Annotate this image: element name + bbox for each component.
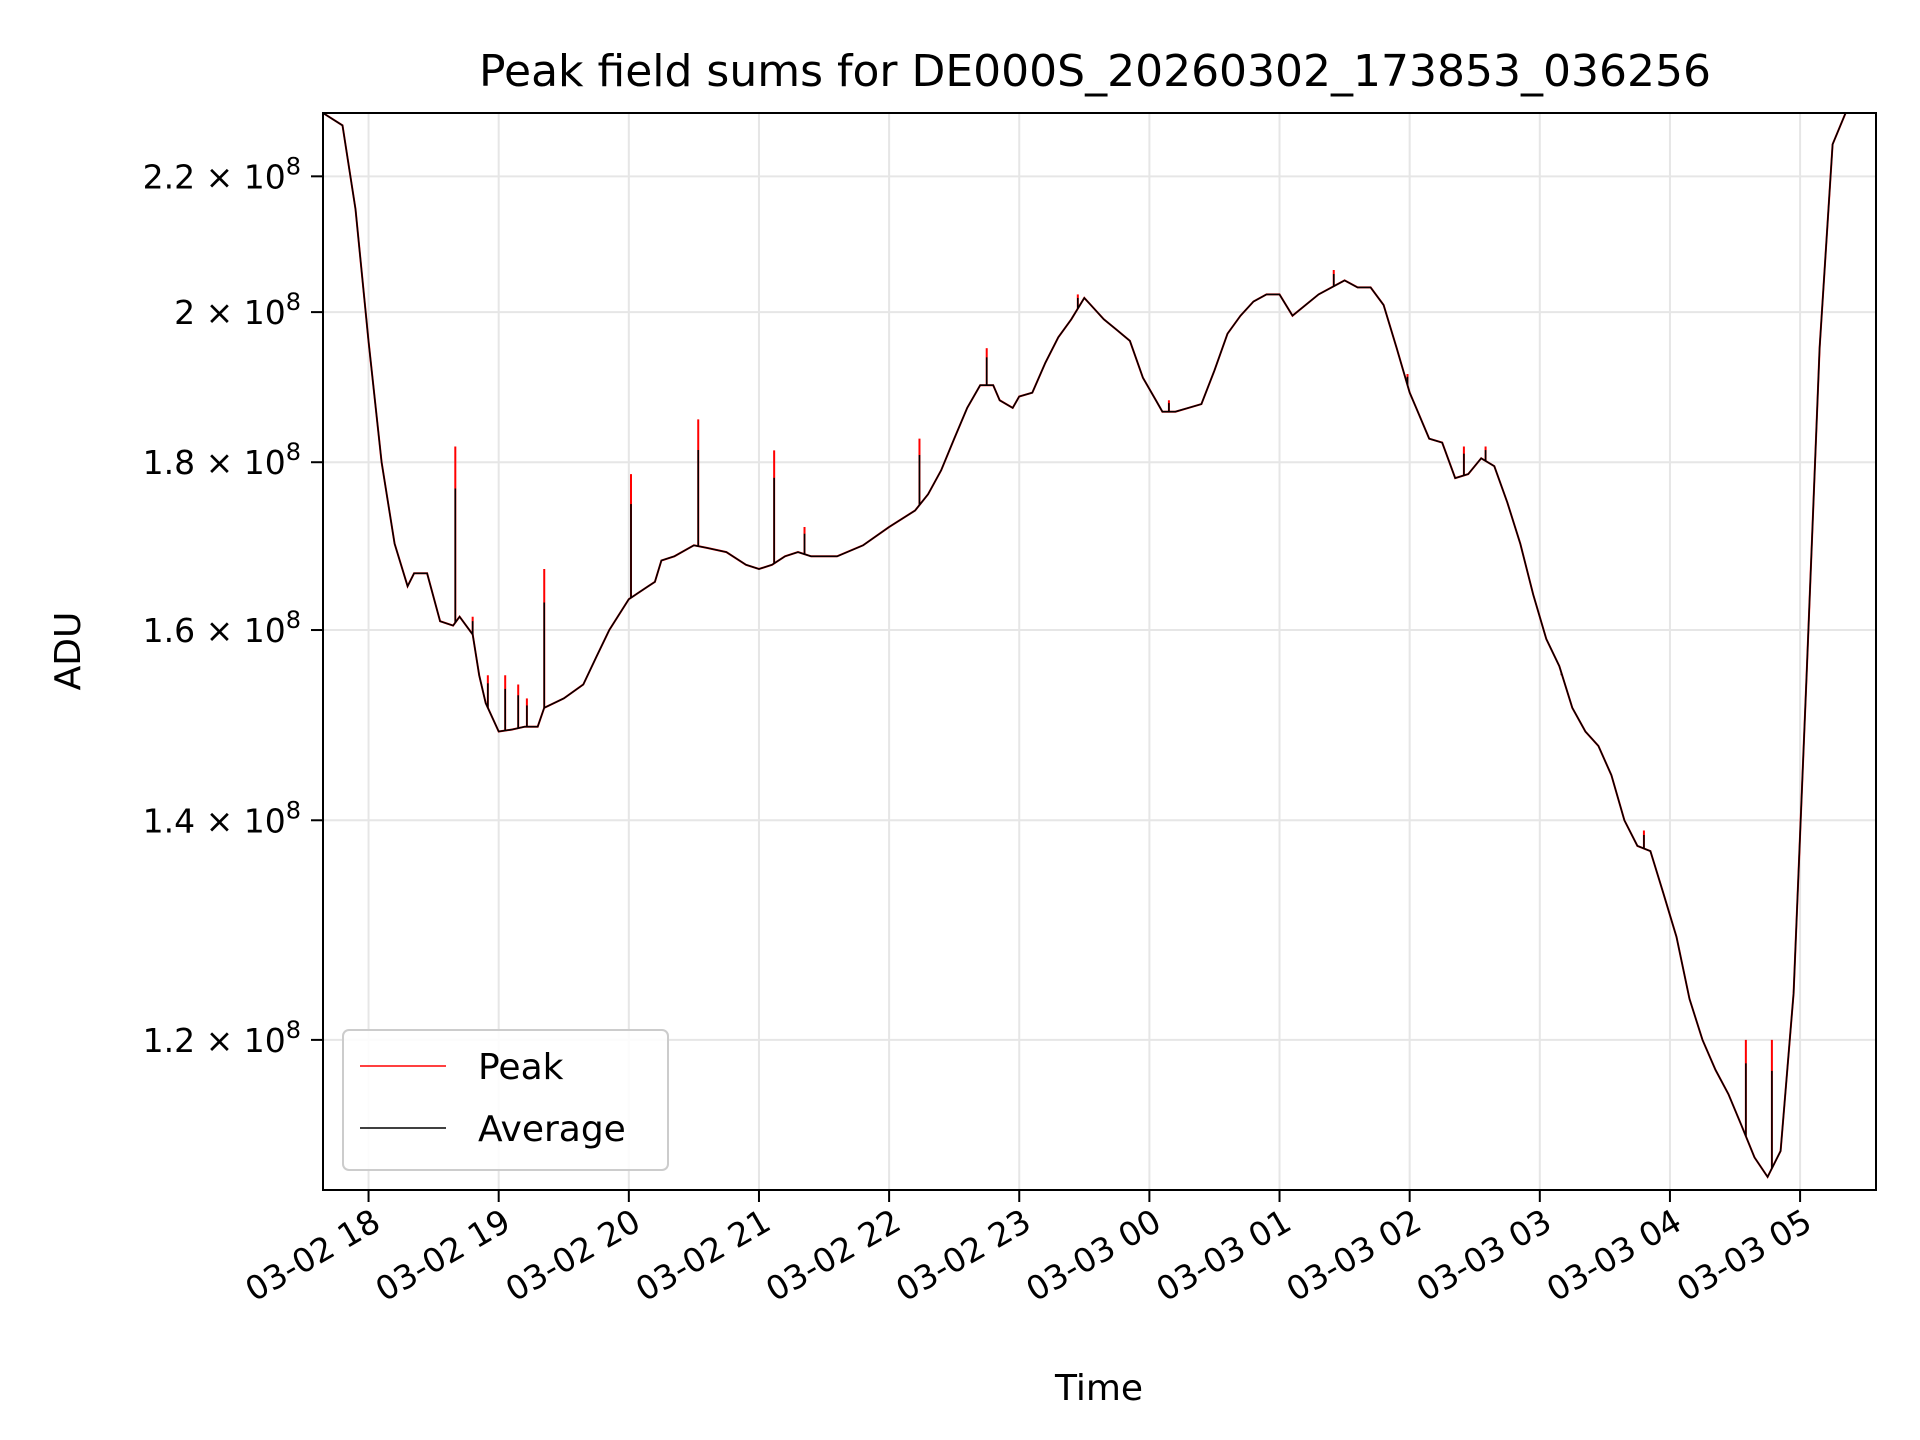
y-tick-label: 2.2 × 108 — [143, 152, 301, 196]
legend-box — [342, 1029, 669, 1171]
y-tick-label: 2 × 108 — [174, 288, 301, 332]
y-tick-label: 1.6 × 108 — [143, 606, 301, 650]
legend-average-label: Average — [478, 1109, 626, 1150]
average-line — [323, 113, 1876, 1179]
legend: Peak Average — [342, 1029, 669, 1171]
chart-title: Peak field sums for DE000S_20260302_1738… — [479, 46, 1711, 97]
grid-layer — [323, 113, 1876, 1190]
plot-frame — [322, 112, 1877, 1191]
y-axis-ticks: 1.2 × 108 1.4 × 108 1.6 × 108 1.8 × 108 2 × … — [143, 152, 323, 1060]
x-axis-label: Time — [1054, 1368, 1143, 1409]
y-tick-label: 1.4 × 108 — [143, 796, 301, 840]
y-tick-label: 1.2 × 108 — [143, 1016, 301, 1060]
y-tick-label: 1.8 × 108 — [143, 438, 301, 482]
series-layer — [323, 113, 1876, 1179]
legend-peak-label: Peak — [478, 1047, 564, 1088]
y-axis-label: ADU — [48, 612, 89, 691]
